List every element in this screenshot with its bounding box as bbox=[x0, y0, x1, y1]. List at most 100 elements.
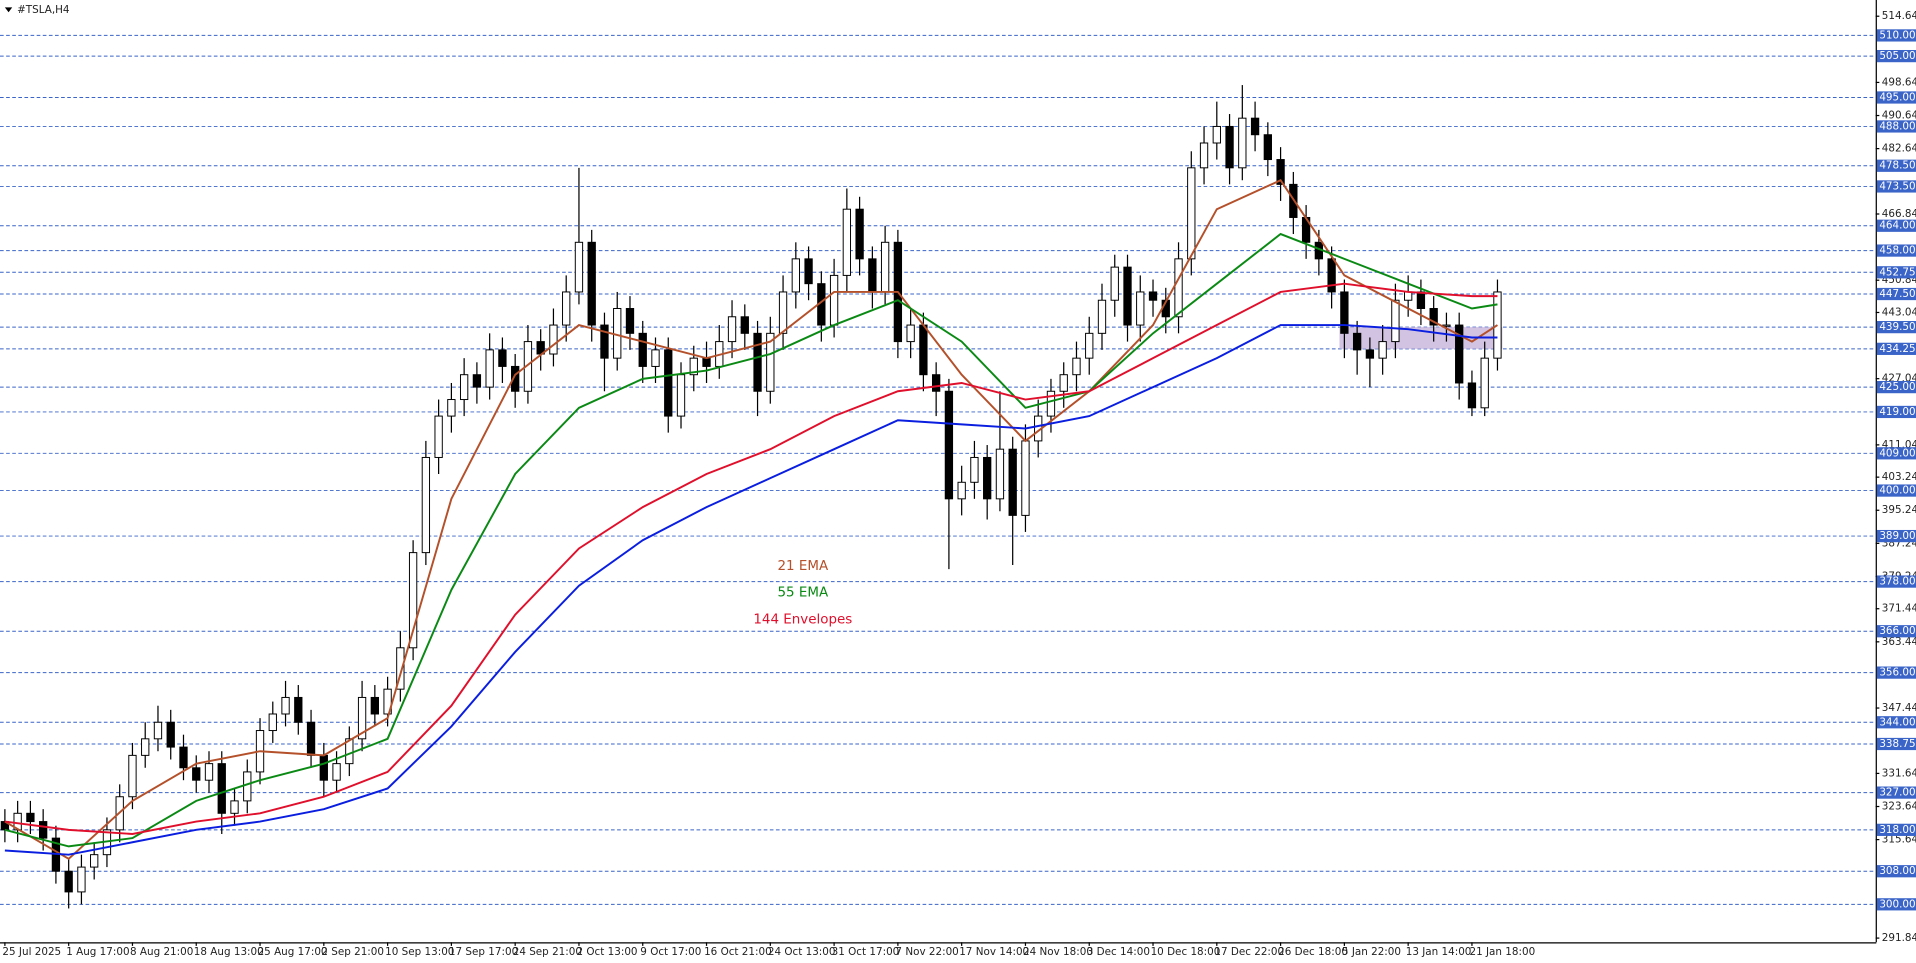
candle-body bbox=[1174, 258, 1183, 318]
candle-body bbox=[638, 332, 647, 367]
candle-body bbox=[370, 696, 379, 715]
candle-body bbox=[1340, 291, 1349, 334]
candle-body bbox=[1327, 258, 1336, 293]
x-tick-label: 25 Jul 2025 bbox=[2, 946, 61, 958]
y-tick-label: 315.64 bbox=[1882, 834, 1916, 846]
candle-body bbox=[740, 316, 749, 334]
candle-body bbox=[294, 696, 303, 723]
x-tick-label: 24 Nov 18:00 bbox=[1023, 946, 1093, 958]
candle-body bbox=[829, 274, 839, 326]
candle-body bbox=[243, 771, 252, 802]
candle-body bbox=[995, 448, 1005, 500]
level-label: 318.00 bbox=[1879, 824, 1915, 836]
candle-body bbox=[1187, 167, 1196, 260]
y-tick-label: 323.64 bbox=[1882, 801, 1916, 813]
y-tick-label: 347.44 bbox=[1882, 702, 1916, 714]
candle-body bbox=[1072, 357, 1081, 376]
candle-body bbox=[511, 365, 520, 392]
candle-body bbox=[562, 291, 571, 326]
x-tick-label: 26 Dec 18:00 bbox=[1278, 946, 1348, 958]
level-label-box bbox=[1876, 666, 1916, 679]
level-label: 495.00 bbox=[1879, 91, 1915, 103]
candle-body bbox=[855, 208, 864, 260]
candle-body bbox=[1404, 291, 1413, 301]
level-label: 389.00 bbox=[1879, 530, 1915, 542]
level-label: 344.00 bbox=[1879, 716, 1915, 728]
level-label: 300.00 bbox=[1879, 898, 1915, 910]
candle-body bbox=[306, 721, 316, 756]
candle-body bbox=[957, 481, 966, 500]
level-label-box bbox=[1876, 381, 1916, 394]
symbol-menu-arrow[interactable] bbox=[4, 7, 13, 13]
candle-body bbox=[727, 316, 737, 343]
candle-body bbox=[651, 349, 660, 367]
indicator-line bbox=[4, 178, 1498, 861]
candle-body bbox=[919, 324, 928, 376]
candle-body bbox=[587, 241, 596, 326]
candle-body bbox=[1378, 341, 1387, 359]
candle-body bbox=[625, 308, 635, 334]
level-label: 505.00 bbox=[1879, 50, 1915, 62]
candle-body bbox=[1097, 299, 1107, 334]
candle-body bbox=[689, 357, 698, 376]
x-tick-label: 24 Sep 21:00 bbox=[513, 946, 582, 958]
legend-entry: 144 Envelopes bbox=[753, 613, 852, 628]
candle-body bbox=[434, 415, 443, 458]
level-label-box bbox=[1876, 287, 1916, 301]
level-label: 308.00 bbox=[1879, 865, 1915, 877]
level-label-box bbox=[1876, 625, 1916, 638]
y-tick-label: 466.84 bbox=[1882, 208, 1916, 220]
candle-body bbox=[472, 374, 482, 388]
candle-body bbox=[664, 349, 673, 417]
candle-body bbox=[204, 763, 214, 781]
y-tick-label: 371.44 bbox=[1882, 603, 1916, 615]
indicator-line bbox=[4, 232, 1498, 848]
level-label: 452.75 bbox=[1879, 266, 1915, 278]
level-label: 366.00 bbox=[1879, 625, 1915, 637]
candle-body bbox=[1046, 390, 1056, 417]
level-label: 510.00 bbox=[1879, 29, 1915, 41]
x-tick-label: 10 Sep 13:00 bbox=[385, 946, 454, 958]
x-tick-label: 17 Dec 22:00 bbox=[1214, 946, 1284, 958]
x-tick-label: 17 Nov 14:00 bbox=[959, 946, 1029, 958]
candle-body bbox=[1225, 125, 1234, 169]
candle-body bbox=[1480, 357, 1489, 409]
level-label-box bbox=[1876, 716, 1916, 729]
candle-body bbox=[804, 258, 813, 285]
level-label-box bbox=[1876, 159, 1916, 172]
level-label-box bbox=[1876, 786, 1916, 799]
level-label: 473.50 bbox=[1879, 180, 1915, 192]
level-label-box bbox=[1876, 219, 1916, 232]
x-tick-label: 2 Oct 13:00 bbox=[577, 946, 638, 958]
y-tick-label: 403.24 bbox=[1882, 471, 1916, 483]
level-label: 447.50 bbox=[1879, 288, 1915, 300]
level-label-box bbox=[1876, 342, 1916, 355]
candle-body bbox=[485, 349, 494, 388]
candle-body bbox=[459, 374, 469, 401]
level-label-box bbox=[1876, 737, 1916, 751]
level-label-box bbox=[1876, 484, 1916, 497]
candle-body bbox=[970, 456, 979, 483]
y-tick-label: 395.24 bbox=[1882, 504, 1916, 516]
candle-body bbox=[1352, 332, 1362, 351]
candle-body bbox=[549, 324, 558, 355]
candle-body bbox=[319, 754, 328, 781]
level-label-box bbox=[1876, 266, 1916, 279]
level-label: 356.00 bbox=[1879, 667, 1915, 679]
candle-body bbox=[1250, 117, 1260, 136]
x-tick-label: 10 Dec 18:00 bbox=[1151, 946, 1221, 958]
x-tick-label: 5 Jan 22:00 bbox=[1342, 946, 1401, 958]
level-label: 425.00 bbox=[1879, 381, 1915, 393]
x-tick-label: 31 Oct 17:00 bbox=[832, 946, 900, 958]
level-label-box bbox=[1876, 898, 1916, 911]
candle-body bbox=[791, 258, 800, 293]
level-label-box bbox=[1876, 321, 1916, 334]
candle-body bbox=[90, 854, 99, 868]
candle-body bbox=[141, 738, 150, 756]
candle-body bbox=[153, 721, 163, 740]
level-label: 419.00 bbox=[1879, 406, 1915, 418]
x-tick-label: 3 Dec 14:00 bbox=[1087, 946, 1150, 958]
candle-body bbox=[753, 332, 762, 392]
legend-entry: 21 EMA bbox=[777, 559, 828, 574]
